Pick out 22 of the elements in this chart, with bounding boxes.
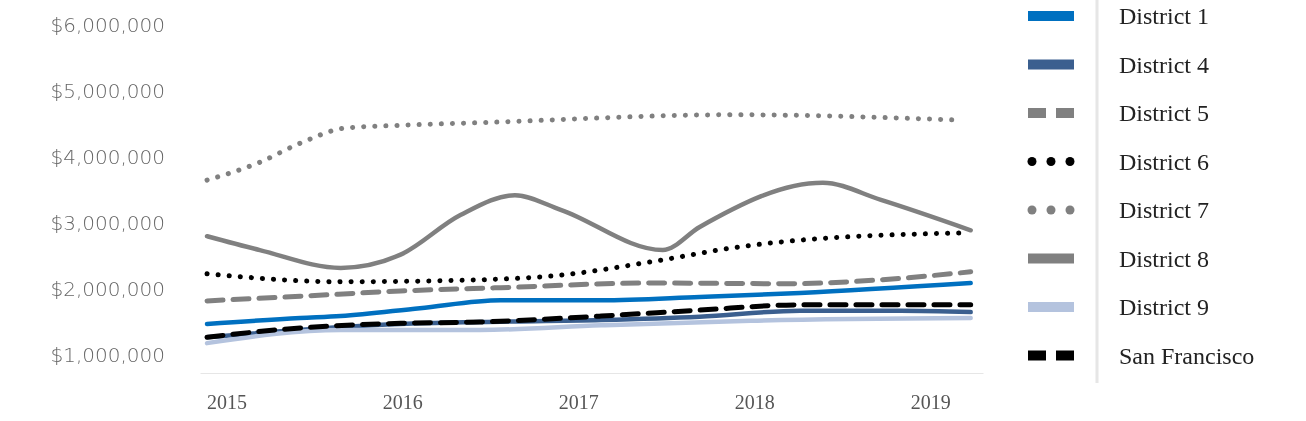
line-series bbox=[204, 280, 973, 327]
legend-label: District 4 bbox=[1119, 51, 1209, 78]
y-tick-label: $5,000,000 bbox=[50, 78, 165, 103]
legend-label: San Francisco bbox=[1119, 342, 1255, 369]
x-tick-label: 2016 bbox=[382, 391, 423, 414]
legend-label: District 7 bbox=[1119, 197, 1209, 223]
y-tick-label: $3,000,000 bbox=[50, 210, 165, 235]
legend-label: District 1 bbox=[1119, 3, 1209, 29]
line-series bbox=[204, 180, 973, 271]
line-series bbox=[204, 315, 973, 346]
legend-label: District 9 bbox=[1119, 294, 1209, 320]
x-tick-label: 2018 bbox=[734, 391, 775, 414]
legend-label: District 8 bbox=[1119, 245, 1209, 272]
x-tick-label: 2019 bbox=[910, 391, 951, 414]
legend-label: District 5 bbox=[1119, 100, 1209, 126]
x-tick-label: 2015 bbox=[206, 391, 247, 414]
legend-label: District 6 bbox=[1119, 148, 1209, 175]
y-tick-label: $6,000,000 bbox=[50, 12, 165, 37]
y-tick-label: $4,000,000 bbox=[50, 144, 165, 169]
y-tick-label: $2,000,000 bbox=[50, 276, 165, 301]
x-tick-label: 2017 bbox=[558, 391, 599, 414]
y-tick-label: $1,000,000 bbox=[50, 342, 165, 367]
